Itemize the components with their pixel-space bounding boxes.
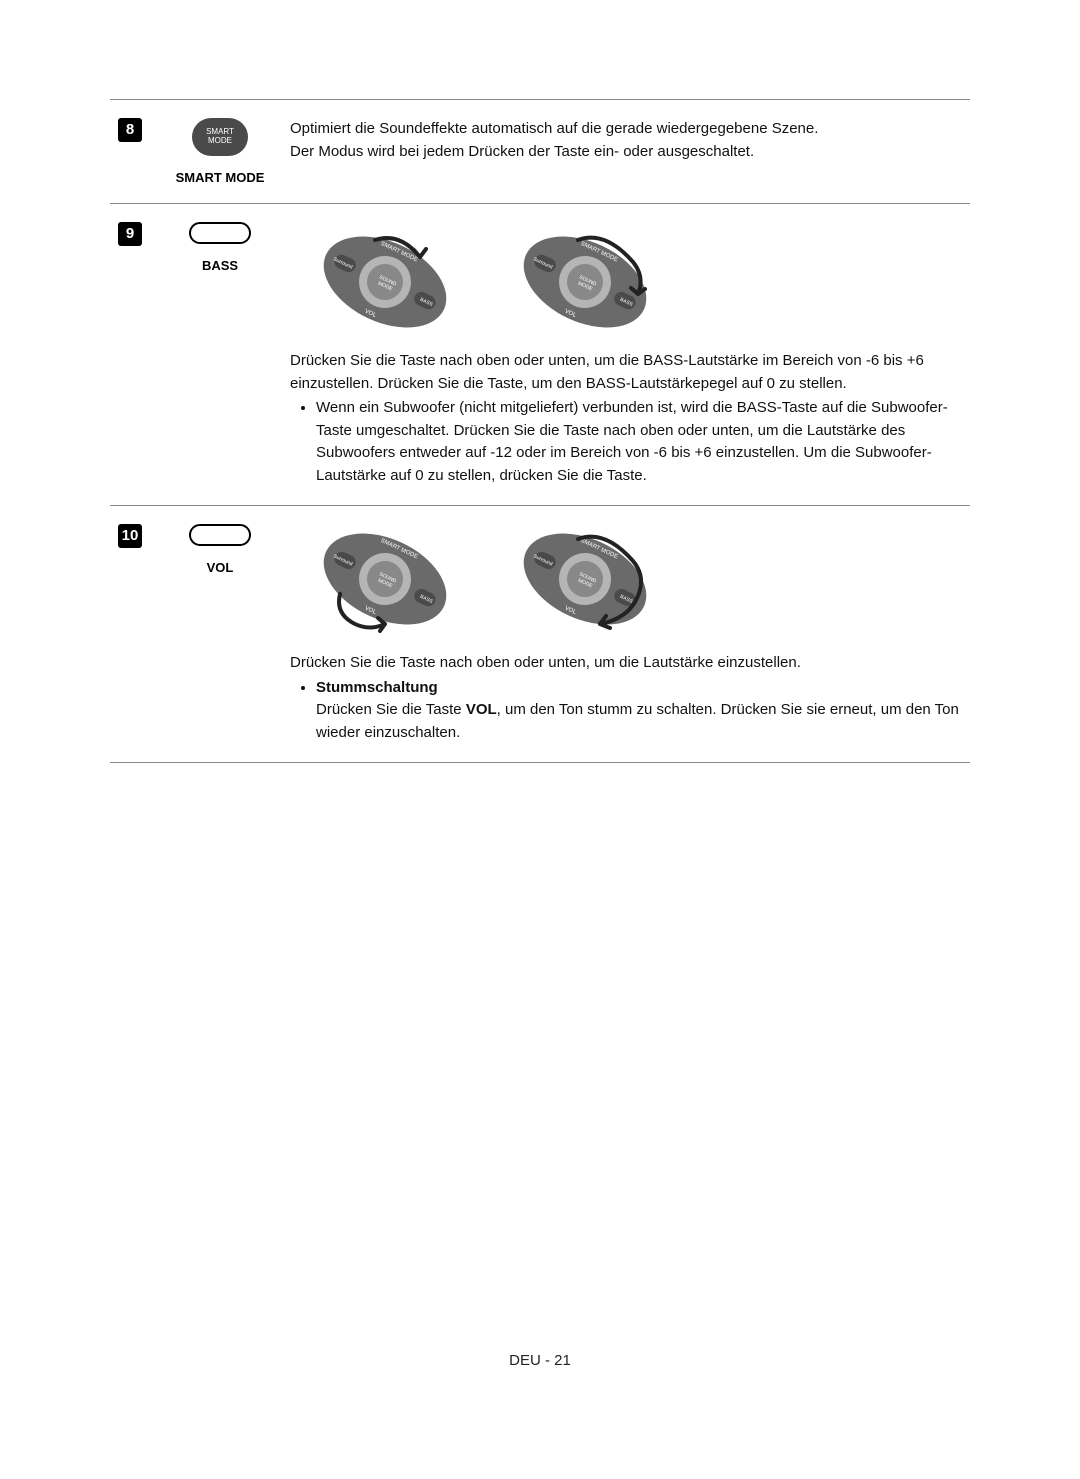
smart-mode-button-icon: SMART MODE: [192, 118, 248, 156]
row-number-badge: 8: [118, 118, 142, 142]
bass-label: BASS: [202, 258, 238, 273]
row-number-badge: 10: [118, 524, 142, 548]
row-description-cell: SMART MODE VOL Surround BASS SOUND MODE: [280, 204, 970, 505]
vol-button-illustration: VOL: [160, 524, 280, 575]
vol-label: VOL: [207, 560, 234, 575]
vol-bullet-title: Stummschaltung: [316, 679, 438, 696]
remote-diagram-vol-right: SMART MODE VOL Surround BASS SOUND MODE: [500, 524, 670, 634]
vol-desc: Drücken Sie die Taste nach oben oder unt…: [290, 652, 960, 675]
smart-mode-button-text: SMART MODE: [206, 128, 234, 146]
bass-button-icon: [189, 222, 251, 244]
vol-bullet-item: Stummschaltung Drücken Sie die Taste VOL…: [316, 677, 960, 745]
row-description-cell: SMART MODE VOL Surround BASS SOUND MODE: [280, 506, 970, 762]
row-icon-cell: SMART MODE SMART MODE: [160, 100, 280, 203]
table-row: 8 SMART MODE SMART MODE Optimiert die So…: [110, 99, 970, 204]
smart-mode-button-illustration: SMART MODE SMART MODE: [160, 118, 280, 185]
row-number-badge: 9: [118, 222, 142, 246]
remote-diagram-pair: SMART MODE VOL Surround BASS SOUND MODE: [300, 222, 960, 332]
remote-diagram-bass-up: SMART MODE VOL Surround BASS SOUND MODE: [300, 222, 470, 332]
table-row: 9 BASS SMART MODE VOL: [110, 203, 970, 506]
remote-diagram-vol-left: SMART MODE VOL Surround BASS SOUND MODE: [300, 524, 470, 634]
remote-diagram-pair: SMART MODE VOL Surround BASS SOUND MODE: [300, 524, 960, 634]
vol-bullet-list: Stummschaltung Drücken Sie die Taste VOL…: [290, 677, 960, 745]
bass-desc: Drücken Sie die Taste nach oben oder unt…: [290, 350, 960, 395]
smart-mode-label: SMART MODE: [176, 170, 265, 185]
row-number-cell: 8: [110, 100, 160, 203]
vol-button-icon: [189, 524, 251, 546]
table-row: 10 VOL SMART MODE VOL: [110, 505, 970, 763]
bass-bullet-item: Wenn ein Subwoofer (nicht mitgeliefert) …: [316, 397, 960, 487]
page-footer: DEU - 21: [0, 1352, 1080, 1369]
row-icon-cell: VOL: [160, 506, 280, 762]
bass-button-illustration: BASS: [160, 222, 280, 273]
row-description-cell: Optimiert die Soundeffekte automatisch a…: [280, 100, 970, 203]
vol-bullet-bold: VOL: [466, 701, 497, 718]
row-icon-cell: BASS: [160, 204, 280, 505]
manual-page: 8 SMART MODE SMART MODE Optimiert die So…: [0, 0, 1080, 763]
remote-diagram-bass-down: SMART MODE VOL Surround BASS SOUND MODE: [500, 222, 670, 332]
row-number-cell: 10: [110, 506, 160, 762]
vol-bullet-body-a: Drücken Sie die Taste: [316, 701, 466, 718]
smart-mode-desc-1: Optimiert die Soundeffekte automatisch a…: [290, 118, 960, 141]
row-number-cell: 9: [110, 204, 160, 505]
smart-mode-desc-2: Der Modus wird bei jedem Drücken der Tas…: [290, 141, 960, 164]
bass-bullet-list: Wenn ein Subwoofer (nicht mitgeliefert) …: [290, 397, 960, 487]
